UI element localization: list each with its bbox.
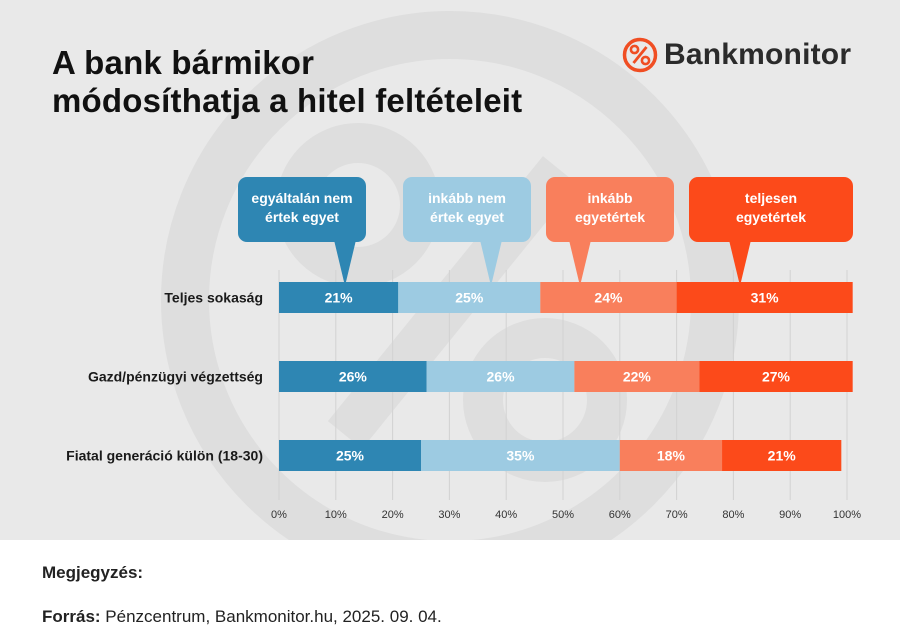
- chart-panel: A bank bármikor módosíthatja a hitel fel…: [0, 0, 900, 540]
- brand-logo: Bankmonitor: [622, 37, 851, 73]
- bar-segment: [426, 361, 575, 392]
- legend-label: inkább nem: [428, 190, 506, 206]
- x-tick-label: 10%: [325, 509, 347, 521]
- legend-bubble: [238, 177, 366, 242]
- legend-label: értek egyet: [265, 209, 339, 225]
- legend-label: inkább: [587, 190, 632, 206]
- data-label: 22%: [623, 369, 652, 385]
- x-tick-label: 60%: [609, 509, 631, 521]
- x-tick-label: 100%: [833, 509, 861, 521]
- bar-segment: [421, 440, 620, 471]
- legend-pointer: [334, 240, 356, 286]
- title-line-2: módosíthatja a hitel feltételeit: [52, 82, 523, 119]
- note-label: Megjegyzés:: [42, 563, 144, 582]
- note-line: Megjegyzés:: [42, 563, 143, 583]
- legend-label: egyetértek: [736, 209, 806, 225]
- bar-segment: [279, 282, 399, 313]
- x-tick-label: 20%: [382, 509, 404, 521]
- bar-segment: [676, 282, 853, 313]
- bar-segment: [540, 282, 677, 313]
- data-label: 26%: [339, 369, 368, 385]
- legend-label: egyetértek: [575, 209, 645, 225]
- category-label: Fiatal generáció külön (18-30): [66, 448, 263, 464]
- data-label: 18%: [657, 448, 686, 464]
- legend-pointer: [729, 240, 751, 286]
- data-label: 25%: [336, 448, 365, 464]
- stacked-bar-chart: 0% 10% 20% 30% 40% 50% 60% 70% 80% 90% 100% Teljes …: [66, 177, 861, 521]
- bar-segment: [722, 440, 842, 471]
- data-label: 35%: [506, 448, 535, 464]
- bar-segment: [279, 440, 421, 471]
- legend-bubble: [403, 177, 531, 242]
- category-label: Gazd/pénzügyi végzettség: [88, 369, 263, 385]
- bar-segment: [398, 282, 541, 313]
- x-tick-label: 70%: [666, 509, 688, 521]
- data-label: 27%: [762, 369, 791, 385]
- bar-segment: [699, 361, 853, 392]
- source-line: Forrás: Pénzcentrum, Bankmonitor.hu, 202…: [42, 607, 442, 627]
- x-tick-label: 80%: [722, 509, 744, 521]
- legend-label: teljesen: [745, 190, 797, 206]
- legend-pointer: [480, 240, 502, 286]
- bar-segment: [619, 440, 723, 471]
- legend-bubble: [546, 177, 674, 242]
- data-label: 21%: [768, 448, 797, 464]
- category-label: Teljes sokaság: [164, 290, 263, 306]
- percent-circle-icon: [622, 37, 658, 73]
- x-tick-label: 50%: [552, 509, 574, 521]
- title-line-1: A bank bármikor: [52, 44, 315, 81]
- legend-bubble: [689, 177, 853, 242]
- x-tick-label: 30%: [438, 509, 460, 521]
- data-label: 21%: [325, 290, 354, 306]
- brand-name: Bankmonitor: [664, 38, 852, 71]
- x-tick-label: 90%: [779, 509, 801, 521]
- legend-pointer: [569, 240, 591, 286]
- x-tick-label: 0%: [271, 509, 287, 521]
- bar-segment: [279, 361, 427, 392]
- data-label: 25%: [455, 290, 484, 306]
- bar-segment: [574, 361, 700, 392]
- data-label: 26%: [487, 369, 516, 385]
- source-label: Forrás:: [42, 607, 101, 626]
- legend-label: értek egyet: [430, 209, 504, 225]
- source-text: Pénzcentrum, Bankmonitor.hu, 2025. 09. 0…: [100, 607, 442, 626]
- data-label: 31%: [751, 290, 780, 306]
- legend-label: egyáltalán nem: [251, 190, 352, 206]
- data-label: 24%: [594, 290, 623, 306]
- chart-title: A bank bármikor módosíthatja a hitel fel…: [52, 44, 522, 120]
- x-tick-label: 40%: [495, 509, 517, 521]
